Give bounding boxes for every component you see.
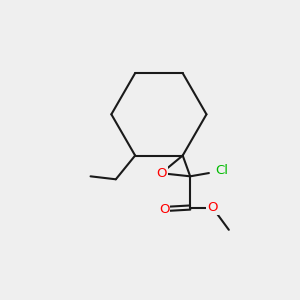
Text: Cl: Cl [215, 164, 228, 178]
Text: O: O [156, 167, 166, 180]
Text: O: O [159, 202, 169, 215]
Text: O: O [207, 201, 218, 214]
